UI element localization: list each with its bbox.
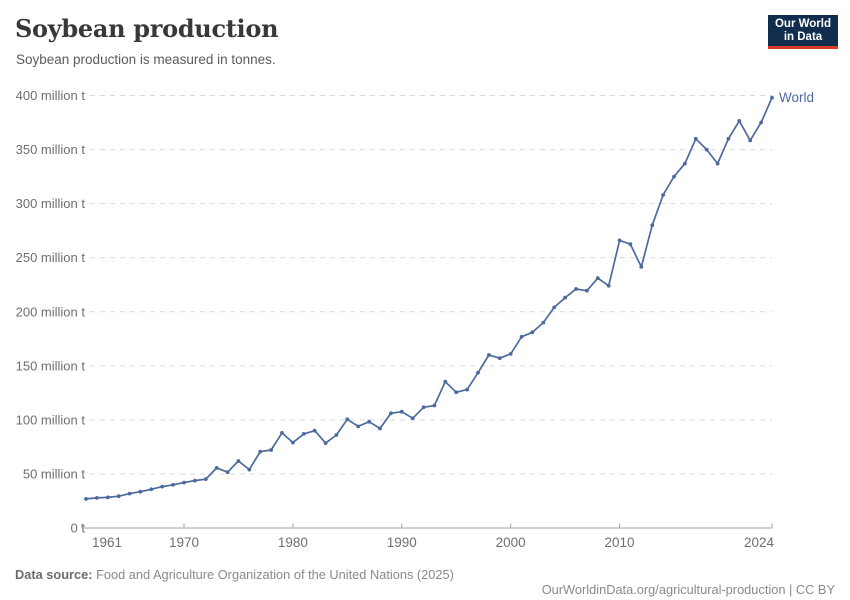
- owid-logo-line1: Our World: [774, 17, 831, 30]
- data-point-1964[interactable]: [116, 494, 121, 499]
- y-axis-label: 350 million t: [16, 142, 86, 157]
- data-point-1973[interactable]: [214, 466, 219, 470]
- y-axis-label: 250 million t: [16, 250, 86, 265]
- footer-links: OurWorldinData.org/agricultural-producti…: [520, 567, 835, 600]
- owid-logo-line2: in Data: [783, 30, 823, 43]
- license-label: | CC BY: [785, 582, 835, 597]
- data-source: Data source: Food and Agriculture Organi…: [15, 567, 454, 600]
- data-point-2007[interactable]: [585, 288, 589, 293]
- data-point-1962[interactable]: [95, 496, 99, 500]
- page-title: Soybean production: [15, 14, 279, 43]
- data-point-1985[interactable]: [345, 417, 350, 422]
- data-point-1992[interactable]: [421, 405, 426, 410]
- data-point-1968[interactable]: [160, 484, 165, 489]
- y-axis-label: 400 million t: [16, 88, 86, 103]
- data-point-1976[interactable]: [247, 467, 252, 472]
- data-point-2017[interactable]: [693, 136, 698, 141]
- data-point-1963[interactable]: [105, 495, 110, 500]
- data-point-1961[interactable]: [84, 497, 88, 501]
- data-point-1999[interactable]: [497, 356, 502, 361]
- data-source-text: Food and Agriculture Organization of the…: [92, 567, 454, 582]
- data-point-2003[interactable]: [541, 320, 546, 325]
- data-point-1984[interactable]: [334, 433, 339, 437]
- owid-url-link[interactable]: OurWorldinData.org/agricultural-producti…: [541, 582, 786, 597]
- data-point-2005[interactable]: [563, 295, 567, 300]
- x-axis-label-1970: 1970: [169, 535, 199, 550]
- data-point-1979[interactable]: [280, 431, 284, 435]
- x-axis-label-2024: 2024: [744, 535, 775, 550]
- data-point-1966[interactable]: [138, 489, 143, 494]
- data-point-1994[interactable]: [443, 379, 448, 384]
- x-axis-label-1961: 1961: [92, 535, 122, 550]
- data-point-1980[interactable]: [291, 440, 295, 445]
- chart-footer: Data source: Food and Agriculture Organi…: [15, 567, 835, 600]
- data-point-2022[interactable]: [748, 138, 753, 143]
- data-point-1982[interactable]: [312, 428, 317, 433]
- data-source-label: Data source:: [15, 567, 93, 582]
- series-label-world[interactable]: World: [779, 90, 814, 105]
- data-point-2009[interactable]: [606, 283, 611, 288]
- owid-logo[interactable]: Our World in Data: [768, 15, 838, 49]
- data-point-2004[interactable]: [552, 305, 557, 310]
- chart-subtitle: Soybean production is measured in tonnes…: [16, 52, 276, 67]
- data-point-2002[interactable]: [530, 330, 535, 335]
- data-point-2006[interactable]: [574, 287, 578, 291]
- data-point-2012[interactable]: [639, 265, 644, 269]
- y-axis-label: 300 million t: [16, 196, 86, 211]
- data-point-2013[interactable]: [650, 223, 655, 228]
- y-axis-label: 100 million t: [16, 412, 86, 427]
- data-point-1986[interactable]: [356, 424, 361, 429]
- data-point-1971[interactable]: [193, 478, 197, 483]
- x-axis-label-1980: 1980: [278, 535, 308, 550]
- data-point-2000[interactable]: [508, 352, 513, 356]
- data-point-1998[interactable]: [487, 353, 491, 357]
- data-point-2010[interactable]: [617, 238, 622, 243]
- data-point-1977[interactable]: [258, 449, 263, 454]
- data-point-1988[interactable]: [378, 426, 382, 431]
- data-point-1978[interactable]: [269, 448, 273, 452]
- data-point-1993[interactable]: [432, 403, 437, 408]
- data-point-1969[interactable]: [171, 482, 176, 487]
- data-point-2021[interactable]: [737, 119, 742, 123]
- data-point-1989[interactable]: [389, 411, 393, 416]
- y-axis-label: 150 million t: [16, 358, 86, 373]
- x-axis-label-2000: 2000: [496, 535, 526, 550]
- data-point-1965[interactable]: [127, 491, 132, 496]
- data-point-1967[interactable]: [149, 487, 154, 492]
- data-point-2024[interactable]: [770, 95, 774, 100]
- data-point-2016[interactable]: [683, 161, 687, 166]
- data-point-2020[interactable]: [726, 136, 731, 141]
- data-point-2008[interactable]: [595, 276, 600, 281]
- series-line-world[interactable]: [85, 97, 773, 500]
- x-axis-label-1990: 1990: [387, 535, 417, 550]
- data-point-1981[interactable]: [301, 432, 306, 436]
- data-point-1996[interactable]: [465, 387, 469, 392]
- data-point-1997[interactable]: [476, 370, 480, 375]
- data-point-1970[interactable]: [182, 480, 186, 485]
- data-point-2018[interactable]: [704, 147, 709, 152]
- x-axis-label-2010: 2010: [605, 535, 635, 550]
- data-point-2023[interactable]: [759, 120, 763, 125]
- data-point-2014[interactable]: [661, 193, 665, 197]
- data-point-2019[interactable]: [715, 161, 720, 166]
- data-point-1991[interactable]: [410, 416, 415, 421]
- data-point-1987[interactable]: [367, 419, 371, 424]
- data-point-2001[interactable]: [519, 334, 524, 339]
- data-point-1995[interactable]: [454, 390, 459, 395]
- data-point-1972[interactable]: [203, 477, 208, 481]
- data-point-1974[interactable]: [225, 470, 230, 475]
- data-point-2015[interactable]: [672, 174, 676, 179]
- data-point-1975[interactable]: [236, 459, 241, 463]
- y-axis-label: 200 million t: [16, 304, 86, 319]
- data-point-2011[interactable]: [628, 242, 633, 247]
- data-point-1983[interactable]: [323, 441, 328, 445]
- y-axis-label: 50 million t: [23, 466, 86, 481]
- data-point-1990[interactable]: [399, 409, 404, 414]
